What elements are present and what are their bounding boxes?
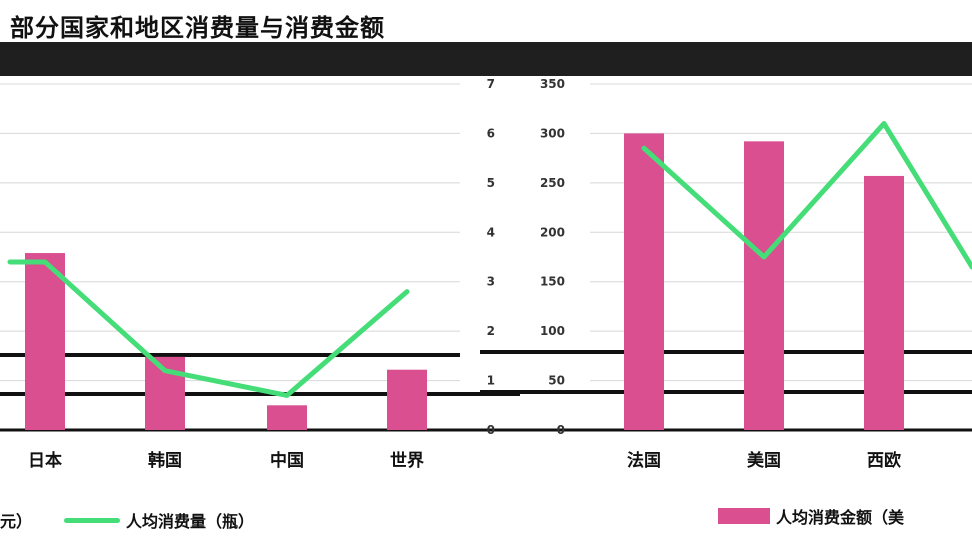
legend-bar-item: 人均消费金额（美 <box>718 504 904 528</box>
bar-5 <box>624 133 664 430</box>
right-axis-tick: 7 <box>487 77 495 91</box>
bar-6 <box>744 141 784 430</box>
category-labels: 日本 韩国 中国 世界 法国 美国 西欧 <box>28 450 901 471</box>
category-label-1: 日本 <box>28 450 62 471</box>
left-axis-tick: 0 <box>557 423 565 437</box>
left-axis-tick: 200 <box>540 225 565 239</box>
line-point-4 <box>406 290 408 293</box>
bar-1 <box>25 253 65 430</box>
right-axis-tick: 0 <box>487 423 495 437</box>
left-axis-tick: 300 <box>540 126 565 140</box>
category-label-4: 世界 <box>390 451 424 471</box>
left-axis-tick: 250 <box>540 176 565 190</box>
left-axis-tick: 100 <box>540 324 565 338</box>
axes: 0 1 2 3 4 5 6 7 0 50 100 150 200 250 300 350 <box>487 77 565 437</box>
line-point-5 <box>643 147 645 150</box>
line-segment-2 <box>641 121 972 270</box>
title-bar <box>0 42 972 76</box>
bar-4 <box>387 369 427 430</box>
legend-prefix-text: 元） <box>0 512 33 531</box>
bar-3 <box>267 405 307 430</box>
right-axis-tick: 3 <box>487 275 495 289</box>
right-axis-tick: 4 <box>487 225 495 239</box>
category-label-7: 西欧 <box>867 450 901 471</box>
right-axis-tick: 2 <box>487 324 495 338</box>
chart-title: 部分国家和地区消费量与消费金额 <box>10 14 385 42</box>
legend-line-swatch <box>64 517 120 523</box>
bars <box>25 133 904 430</box>
legend-line-label: 人均消费量（瓶） <box>126 512 255 531</box>
right-axis-tick: 6 <box>487 126 495 140</box>
line-point-2 <box>164 369 166 372</box>
line-point-1 <box>44 260 46 263</box>
legend-line-item: 人均消费量（瓶） <box>64 508 254 532</box>
line-point-3 <box>286 394 288 397</box>
consumption-line <box>7 121 972 398</box>
category-label-6: 美国 <box>747 450 781 471</box>
left-axis-tick: 150 <box>540 275 565 289</box>
category-label-5: 法国 <box>627 450 661 471</box>
legend-bar-swatch <box>718 508 770 524</box>
left-axis-tick: 50 <box>548 374 565 388</box>
line-point-6 <box>763 256 765 258</box>
line-point-7 <box>883 122 885 125</box>
legend-line-prefix: 元） <box>0 508 32 532</box>
left-axis-tick: 350 <box>540 77 565 91</box>
category-label-2: 韩国 <box>148 450 182 471</box>
right-axis-tick: 1 <box>487 374 495 388</box>
bar-7 <box>864 175 904 430</box>
right-axis-tick: 5 <box>487 176 495 190</box>
category-label-3: 中国 <box>270 450 304 471</box>
legend-bar-label: 人均消费金额（美 <box>776 508 905 527</box>
